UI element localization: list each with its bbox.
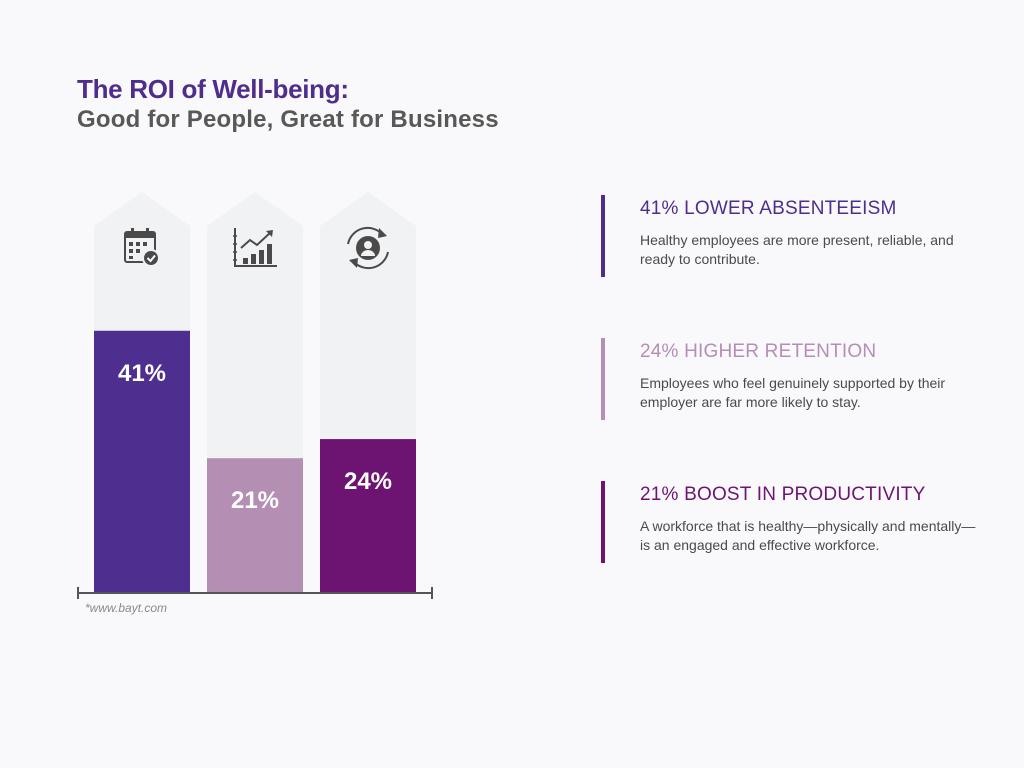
bar-productivity bbox=[207, 458, 303, 592]
page-subtitle: Good for People, Great for Business bbox=[77, 106, 499, 133]
stat-heading-productivity: 21% BOOST IN PRODUCTIVITY bbox=[640, 484, 926, 505]
bar-label-retention: 24% bbox=[344, 468, 392, 495]
stat-text-absenteeism: Healthy employees are more present, reli… bbox=[640, 232, 954, 267]
bar-retention bbox=[320, 439, 416, 592]
stat-heading-absenteeism: 41% LOWER ABSENTEEISM bbox=[640, 198, 897, 219]
baseline-axis bbox=[77, 587, 433, 599]
source-note: *www.bayt.com bbox=[85, 601, 168, 615]
bar-label-absenteeism: 41% bbox=[118, 360, 166, 387]
column-1: 21% bbox=[207, 192, 303, 592]
column-0: 41% bbox=[94, 192, 190, 592]
bar-absenteeism bbox=[94, 330, 190, 592]
stat-retention: 24% HIGHER RETENTION Employees who feel … bbox=[601, 338, 981, 420]
column-2: 24% bbox=[320, 192, 416, 592]
stat-text-productivity: A workforce that is healthy—physically a… bbox=[640, 518, 976, 553]
user-cycle-icon bbox=[347, 226, 389, 270]
stat-absenteeism: 41% LOWER ABSENTEEISM Healthy employees … bbox=[601, 195, 981, 277]
stat-text-retention: Employees who feel genuinely supported b… bbox=[640, 375, 946, 410]
calendar-check-icon bbox=[124, 228, 160, 267]
bar-label-productivity: 21% bbox=[231, 487, 279, 514]
page-title: The ROI of Well-being: bbox=[77, 74, 349, 104]
stat-heading-retention: 24% HIGHER RETENTION bbox=[640, 341, 877, 362]
growth-chart-icon bbox=[233, 228, 277, 267]
stat-productivity: 21% BOOST IN PRODUCTIVITY A workforce th… bbox=[601, 481, 981, 563]
